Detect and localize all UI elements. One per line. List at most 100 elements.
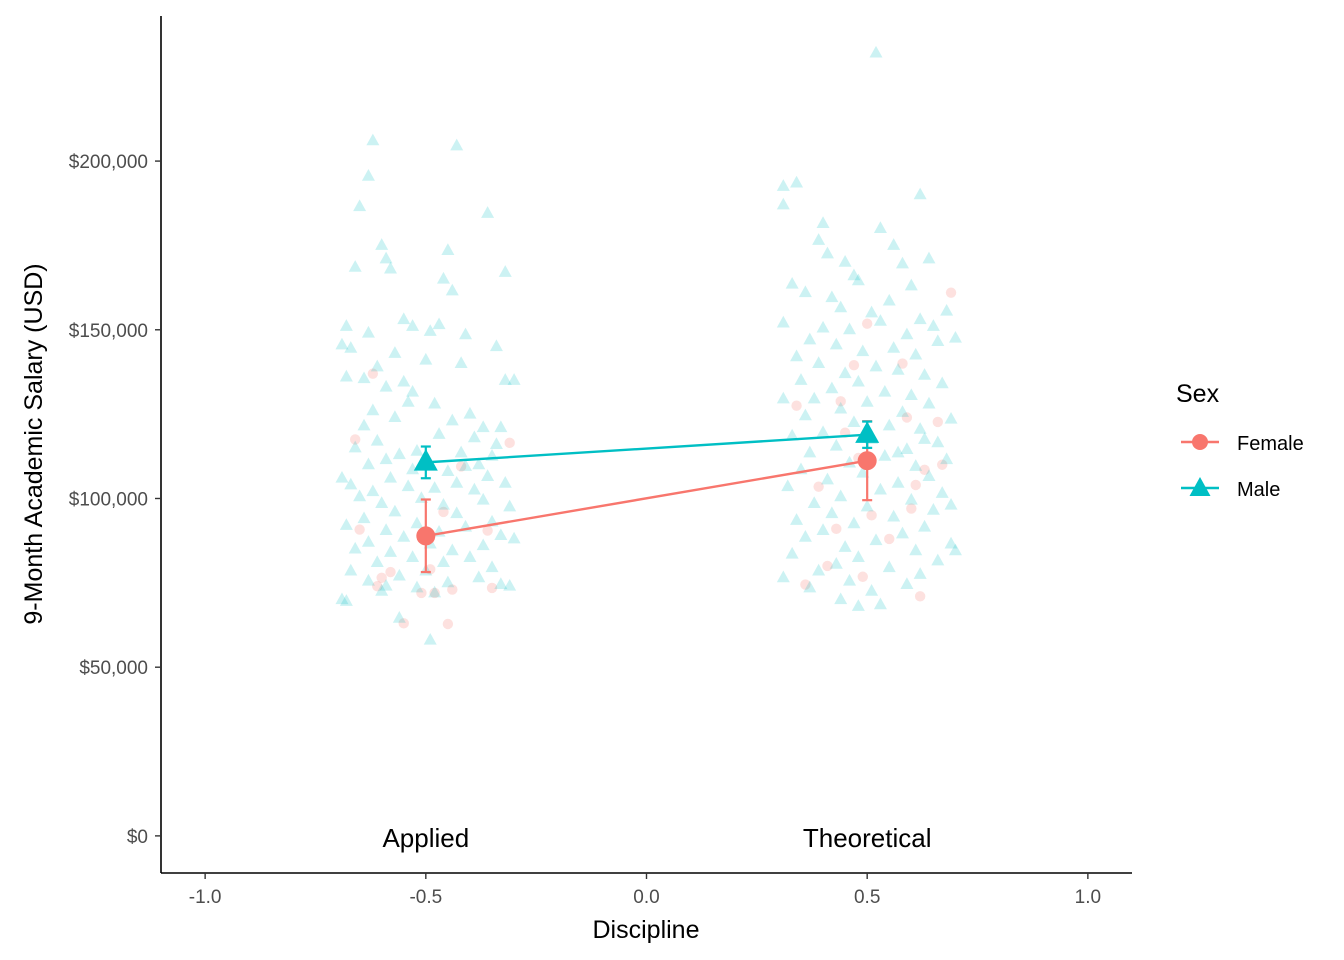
point-male [873,314,887,326]
point-male [843,322,857,335]
point-male [913,312,927,325]
point-male [361,457,375,470]
point-male [472,570,486,583]
point-female [385,566,396,578]
mean-line-male [425,433,868,464]
point-male [829,557,843,569]
point-male [339,369,353,382]
x-tick-label: 1.0 [1075,887,1101,908]
point-male [816,320,830,333]
point-male [366,403,380,416]
point-male [401,479,415,492]
point-male [816,523,830,535]
point-male [353,199,367,212]
point-male [357,371,371,384]
legend-item-male: Male [1181,477,1280,501]
point-female [367,368,379,379]
point-male [851,374,865,387]
point-female [376,572,387,583]
point-male [348,541,362,554]
point-male [887,341,901,353]
point-male [379,523,393,535]
point-male [375,584,389,596]
point-female [482,525,493,536]
point-male [895,526,909,539]
y-tick-label: $100,000 [69,489,148,510]
point-female [919,464,930,476]
point-female [455,461,467,472]
point-male [494,420,508,433]
point-male [909,543,923,556]
point-male [926,319,940,331]
point-male [392,568,406,581]
point-male [847,268,861,281]
point-female [831,523,842,535]
point-female [884,533,895,545]
point-male [847,415,861,428]
point-male [798,285,812,298]
y-tick-label: $150,000 [69,321,148,342]
y-axis-title: 9-Month Academic Salary (USD) [20,263,48,624]
point-male [507,373,521,385]
point-male [931,334,945,347]
point-male [436,271,450,284]
point-female [350,434,361,445]
point-female [416,587,427,599]
point-male [406,550,420,562]
point-male [445,543,459,556]
point-male [428,396,442,409]
x-axis-ticks: -1.0 -0.5 0.0 0.5 1.0 [189,873,1101,908]
legend-item-female: Female [1181,433,1304,455]
point-female [429,587,440,599]
point-male [388,410,402,422]
point-male [918,432,932,444]
point-female [372,581,383,592]
point-male [366,133,380,146]
point-male [361,325,375,338]
point-male [335,470,349,483]
point-male [410,580,424,593]
point-male [454,445,468,458]
point-female [848,360,860,371]
point-male [450,138,464,151]
point-male [388,346,402,358]
point-male [428,481,442,493]
point-male [467,430,481,443]
point-male [790,175,804,188]
point-male [339,319,353,331]
x-tick-label: 0.0 [633,887,659,908]
point-female [932,416,943,428]
point-male [370,359,384,372]
point-male [887,509,901,522]
point-female [901,412,913,423]
point-male [878,449,892,461]
point-male [436,497,450,510]
point-male [498,265,512,277]
point-male [436,555,450,568]
point-male [922,396,936,409]
point-male [865,584,879,596]
point-male [900,442,914,455]
point-male [931,435,945,448]
point-male [891,363,905,375]
point-female [822,560,833,572]
point-male [406,462,420,475]
point-male [798,530,812,542]
point-female [354,524,365,535]
point-female [914,591,926,602]
point-male [370,433,384,446]
point-male [816,425,830,438]
point-male [401,395,415,407]
point-male [820,472,834,485]
point-male [507,531,521,544]
point-male [339,518,353,530]
point-male [869,359,883,372]
point-male [344,477,358,490]
point-male [812,563,826,576]
point-male [834,489,848,502]
point-male [918,368,932,380]
x-tick-label: -1.0 [189,887,222,908]
point-male [856,465,870,478]
point-male [794,373,808,385]
point-male [450,476,464,488]
